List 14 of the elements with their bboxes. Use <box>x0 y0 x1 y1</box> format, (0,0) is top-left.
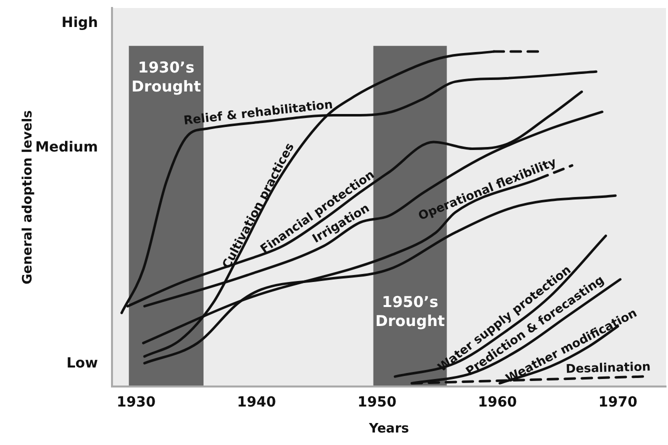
text: Low <box>66 356 98 372</box>
x-tick-label: 1970 <box>598 394 638 411</box>
x-tick-label: 1960 <box>478 394 518 411</box>
band-label: 1950’s Drought <box>375 293 445 330</box>
x-axis-title: Years <box>368 422 410 437</box>
series-label: Desalination <box>566 359 651 376</box>
text: Medium <box>35 140 98 156</box>
band-label: 1930’s Drought <box>131 58 201 96</box>
x-tick-label: 1950 <box>357 394 397 411</box>
text: High <box>61 14 98 31</box>
text: Relief & rehabilitation <box>182 97 334 128</box>
x-tick-label: 1930 <box>116 394 156 411</box>
text: General adoption levels <box>20 110 36 284</box>
x-tick-label: 1940 <box>237 394 276 411</box>
